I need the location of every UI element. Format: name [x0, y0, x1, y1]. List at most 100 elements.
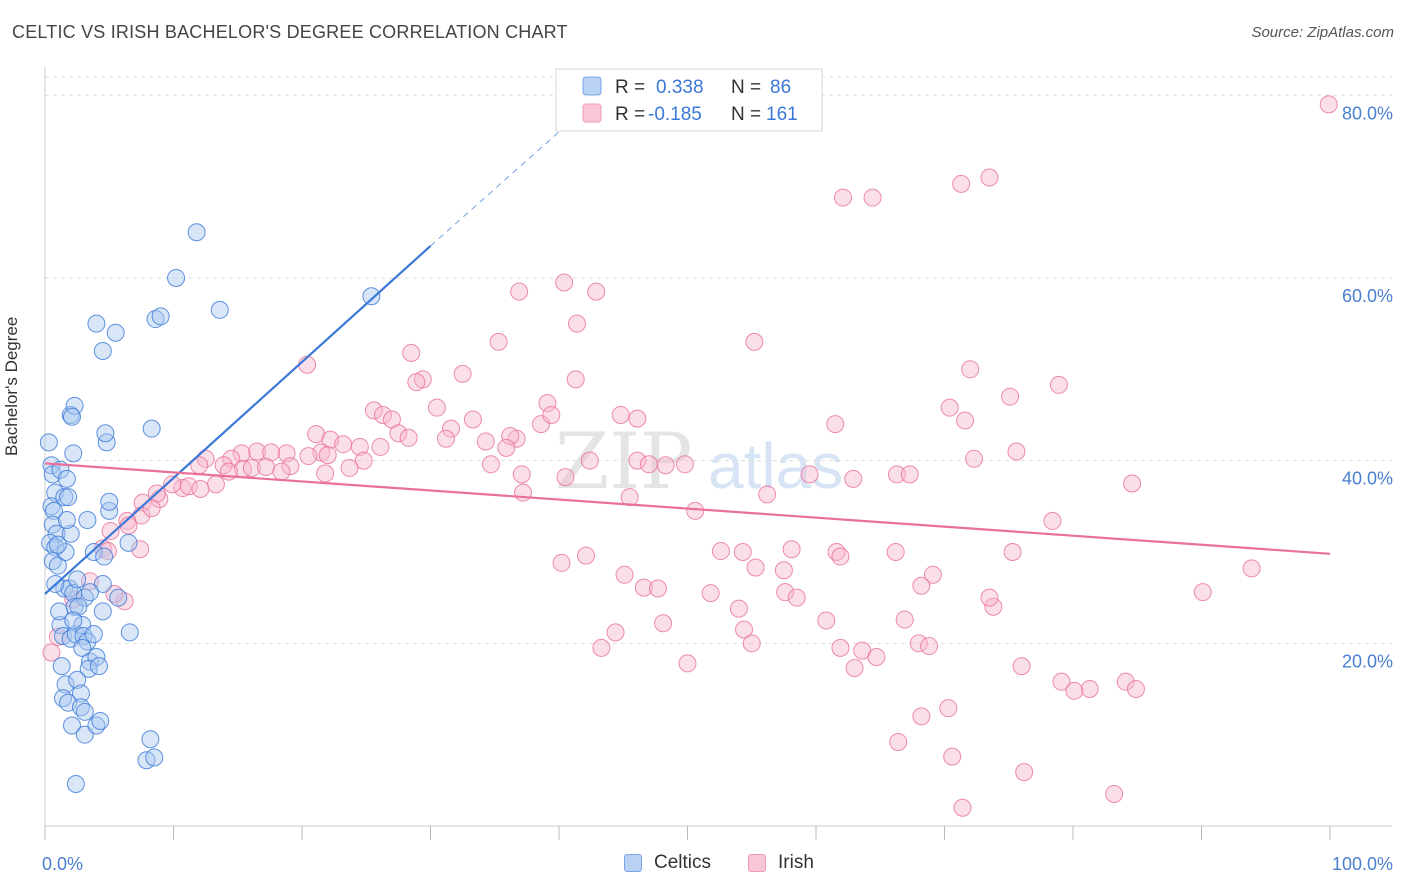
irish-point [1003, 542, 1022, 561]
irish-point [1052, 672, 1071, 691]
irish-point [163, 475, 182, 494]
celtics-point [89, 657, 108, 676]
celtics-point [50, 602, 69, 621]
irish-point [800, 465, 819, 484]
irish-point [1049, 375, 1068, 394]
legend-n-label-celtics: N = [731, 77, 761, 98]
legend-n-label-irish: N = [731, 104, 761, 125]
irish-point [427, 398, 446, 417]
irish-point [735, 620, 754, 639]
irish-point [980, 588, 999, 607]
celtics-point [65, 396, 84, 415]
legend-r-value-celtics: 0.338 [656, 77, 704, 98]
irish-point [787, 588, 806, 607]
irish-trend-line [44, 462, 1331, 555]
irish-point [257, 458, 276, 477]
celtics-point [69, 597, 88, 616]
celtics-point [145, 748, 164, 767]
irish-point [580, 451, 599, 470]
irish-point [745, 332, 764, 351]
irish-point [316, 464, 335, 483]
legend-r-label-irish: R = [615, 104, 645, 125]
irish-point [1242, 559, 1261, 578]
irish-point [131, 540, 150, 559]
irish-point [567, 314, 586, 333]
celtics-point [91, 711, 110, 730]
irish-point [826, 415, 845, 434]
irish-point [1080, 679, 1099, 698]
celtics-points [39, 223, 381, 793]
irish-point [514, 483, 533, 502]
irish-point [886, 542, 905, 561]
y-tick-label: 80.0% [1342, 103, 1393, 123]
legend-item-celtics: Celtics [624, 852, 711, 874]
irish-point [939, 699, 958, 718]
irish-point [510, 282, 529, 301]
irish-point [281, 457, 300, 476]
irish-point [887, 465, 906, 484]
irish-point [354, 451, 373, 470]
celtics-point [100, 492, 119, 511]
celtics-point [119, 533, 138, 552]
irish-point [912, 576, 931, 595]
irish-point [889, 732, 908, 751]
irish-point [248, 442, 267, 461]
irish-point [576, 546, 595, 565]
axes [44, 67, 1392, 840]
irish-point [512, 465, 531, 484]
irish-point [895, 610, 914, 629]
irish-point [442, 419, 461, 438]
celtics-point [106, 323, 125, 342]
tick-labels: 20.0% 40.0% 60.0% 80.0% 0.0% 100.0% [42, 103, 1393, 874]
irish-point [1043, 511, 1062, 530]
celtics-point [56, 542, 75, 561]
irish-point [538, 394, 557, 413]
celtics-trend-line [44, 245, 432, 595]
irish-point [463, 410, 482, 429]
legend-swatch-celtics [582, 76, 602, 96]
irish-point [678, 654, 697, 673]
irish-point [1007, 442, 1026, 461]
celtics-point [93, 574, 112, 593]
irish-point [1105, 785, 1124, 804]
irish-point [1319, 95, 1338, 114]
legend-r-value-irish: -0.185 [648, 104, 702, 125]
celtics-point [93, 342, 112, 361]
celtics-point [80, 583, 99, 602]
irish-point [615, 565, 634, 584]
irish-point [501, 426, 520, 445]
irish-point [389, 424, 408, 443]
irish-point [262, 443, 281, 462]
celtics-point [57, 469, 76, 488]
y-tick-label: 20.0% [1342, 651, 1393, 671]
irish-point [556, 468, 575, 487]
celtics-point [141, 730, 160, 749]
celtics-point [66, 774, 85, 793]
celtics-point [362, 287, 381, 306]
legend-n-value-irish: 161 [766, 104, 798, 125]
irish-point [232, 444, 251, 463]
watermark-zip: ZIP [555, 417, 693, 507]
irish-point [634, 578, 653, 597]
irish-point [742, 634, 761, 653]
irish-point [272, 462, 291, 481]
irish-point [242, 458, 261, 477]
celtics-point [43, 515, 62, 534]
celtics-point [151, 307, 170, 326]
celtics-point [79, 659, 98, 678]
celtics-point [75, 588, 94, 607]
irish-point [639, 455, 658, 474]
irish-point [453, 364, 472, 383]
irish-point [1123, 474, 1142, 493]
irish-point [592, 638, 611, 657]
celtics-point [95, 547, 114, 566]
celtics-point [68, 670, 87, 689]
legend-bottom-label-celtics: Celtics [654, 852, 712, 873]
celtics-point [93, 602, 112, 621]
irish-point [831, 638, 850, 657]
celtics-point [59, 488, 78, 507]
irish-point [476, 432, 495, 451]
irish-point [686, 501, 705, 520]
irish-point [350, 437, 369, 456]
celtics-point [48, 556, 67, 575]
